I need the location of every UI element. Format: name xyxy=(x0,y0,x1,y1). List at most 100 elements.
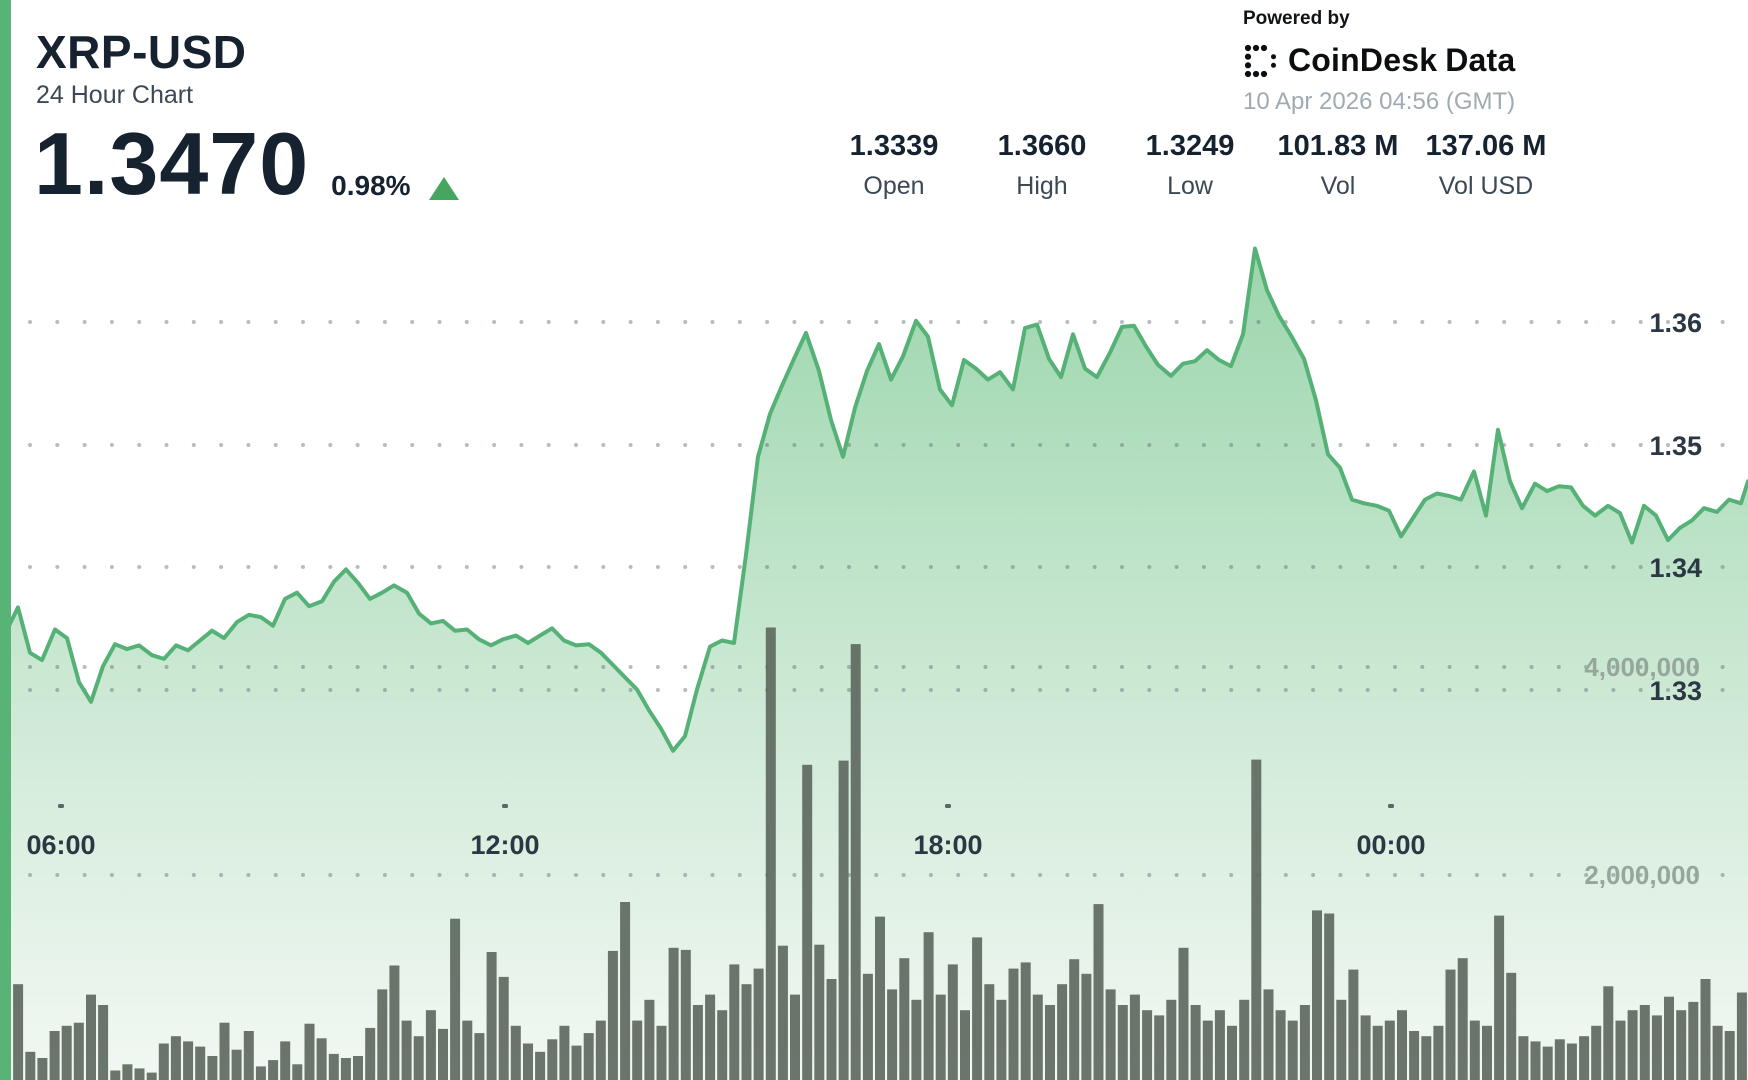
volume-bar[interactable] xyxy=(110,1070,121,1080)
volume-bar[interactable] xyxy=(838,760,849,1080)
volume-bar[interactable] xyxy=(935,994,946,1080)
volume-bar[interactable] xyxy=(960,1010,970,1080)
volume-bar[interactable] xyxy=(559,1025,570,1080)
volume-bar[interactable] xyxy=(146,1072,157,1080)
volume-bar[interactable] xyxy=(899,958,910,1080)
volume-bar[interactable] xyxy=(183,1041,194,1080)
volume-bar[interactable] xyxy=(1251,759,1262,1080)
volume-bar[interactable] xyxy=(680,949,691,1080)
volume-bar[interactable] xyxy=(73,1022,84,1080)
volume-bar[interactable] xyxy=(158,1043,169,1080)
volume-bar[interactable] xyxy=(571,1045,582,1080)
volume-bar[interactable] xyxy=(1554,1039,1565,1080)
volume-bar[interactable] xyxy=(850,644,861,1080)
volume-bar[interactable] xyxy=(316,1038,327,1080)
volume-bar[interactable] xyxy=(49,1031,60,1080)
volume-bar[interactable] xyxy=(219,1022,230,1080)
volume-bar[interactable] xyxy=(705,994,716,1080)
volume-bar[interactable] xyxy=(923,932,934,1080)
volume-bar[interactable] xyxy=(134,1068,145,1080)
volume-bar[interactable] xyxy=(1469,1020,1480,1080)
volume-bar[interactable] xyxy=(1020,962,1031,1080)
volume-bar[interactable] xyxy=(389,965,400,1080)
volume-bar[interactable] xyxy=(1421,1036,1432,1080)
volume-bars[interactable] xyxy=(1,627,1747,1080)
volume-bar[interactable] xyxy=(826,979,837,1080)
volume-bar[interactable] xyxy=(1506,972,1517,1080)
volume-bar[interactable] xyxy=(1530,1041,1541,1080)
volume-bar[interactable] xyxy=(583,1033,594,1080)
volume-bar[interactable] xyxy=(86,994,96,1080)
volume-bar[interactable] xyxy=(632,1020,643,1080)
volume-bar[interactable] xyxy=(1202,1020,1213,1080)
volume-bar[interactable] xyxy=(1299,1005,1310,1080)
volume-bar[interactable] xyxy=(1129,994,1140,1080)
volume-bar[interactable] xyxy=(1263,989,1274,1080)
volume-bar[interactable] xyxy=(1069,959,1080,1080)
volume-bar[interactable] xyxy=(207,1056,218,1080)
volume-bar[interactable] xyxy=(1348,969,1359,1080)
volume-bar[interactable] xyxy=(510,1025,521,1080)
volume-bar[interactable] xyxy=(1336,999,1347,1080)
volume-bar[interactable] xyxy=(984,984,995,1080)
volume-bar[interactable] xyxy=(1712,1025,1723,1080)
coindesk-logo[interactable]: CoinDesk Data xyxy=(1243,42,1543,79)
volume-bar[interactable] xyxy=(425,1010,436,1080)
volume-bar[interactable] xyxy=(304,1023,315,1080)
volume-bar[interactable] xyxy=(862,973,873,1080)
volume-bar[interactable] xyxy=(328,1053,339,1080)
volume-bar[interactable] xyxy=(1409,1031,1420,1080)
volume-bar[interactable] xyxy=(717,1010,728,1080)
volume-bar[interactable] xyxy=(790,994,800,1080)
volume-bar[interactable] xyxy=(1154,1015,1165,1080)
volume-bar[interactable] xyxy=(1287,1020,1298,1080)
volume-bar[interactable] xyxy=(1615,1020,1626,1080)
volume-bar[interactable] xyxy=(292,1064,303,1080)
volume-bar[interactable] xyxy=(1093,904,1104,1080)
volume-bar[interactable] xyxy=(231,1049,242,1080)
volume-bar[interactable] xyxy=(1324,913,1335,1080)
volume-bar[interactable] xyxy=(1397,1010,1407,1080)
volume-bar[interactable] xyxy=(1360,1015,1371,1080)
volume-bar[interactable] xyxy=(1057,984,1068,1080)
volume-bar[interactable] xyxy=(547,1039,558,1080)
volume-bar[interactable] xyxy=(1639,1005,1650,1080)
volume-bar[interactable] xyxy=(1227,1025,1237,1080)
volume-bar[interactable] xyxy=(450,918,461,1080)
volume-bar[interactable] xyxy=(911,999,922,1080)
volume-bar[interactable] xyxy=(1433,1025,1444,1080)
volume-bar[interactable] xyxy=(1579,1036,1590,1080)
volume-bar[interactable] xyxy=(1117,1005,1128,1080)
volume-bar[interactable] xyxy=(972,937,983,1080)
volume-bar[interactable] xyxy=(1142,1010,1153,1080)
volume-bar[interactable] xyxy=(1542,1046,1553,1080)
volume-bar[interactable] xyxy=(1081,973,1092,1080)
volume-bar[interactable] xyxy=(875,916,885,1080)
volume-bar[interactable] xyxy=(1372,1025,1383,1080)
volume-bar[interactable] xyxy=(620,902,631,1080)
price-line[interactable] xyxy=(0,246,1748,753)
volume-bar[interactable] xyxy=(692,1005,703,1080)
volume-bar[interactable] xyxy=(1603,986,1614,1080)
volume-bar[interactable] xyxy=(268,1060,279,1080)
volume-bar[interactable] xyxy=(122,1064,133,1080)
volume-bar[interactable] xyxy=(1312,910,1322,1080)
volume-bar[interactable] xyxy=(1688,1001,1699,1080)
volume-bar[interactable] xyxy=(255,1066,266,1080)
volume-bar[interactable] xyxy=(1166,999,1177,1080)
volume-bar[interactable] xyxy=(1105,989,1116,1080)
volume-bar[interactable] xyxy=(401,1020,412,1080)
volume-bar[interactable] xyxy=(1275,1010,1286,1080)
volume-bar[interactable] xyxy=(25,1051,36,1080)
volume-bar[interactable] xyxy=(413,1036,424,1080)
volume-bar[interactable] xyxy=(1032,994,1043,1080)
volume-bar[interactable] xyxy=(729,964,740,1080)
volume-bar[interactable] xyxy=(462,1020,473,1080)
volume-bar[interactable] xyxy=(1651,1015,1662,1080)
volume-bar[interactable] xyxy=(170,1036,181,1080)
volume-bar[interactable] xyxy=(1457,958,1468,1080)
volume-bar[interactable] xyxy=(777,945,788,1080)
volume-bar[interactable] xyxy=(195,1046,206,1080)
volume-bar[interactable] xyxy=(1445,969,1456,1080)
